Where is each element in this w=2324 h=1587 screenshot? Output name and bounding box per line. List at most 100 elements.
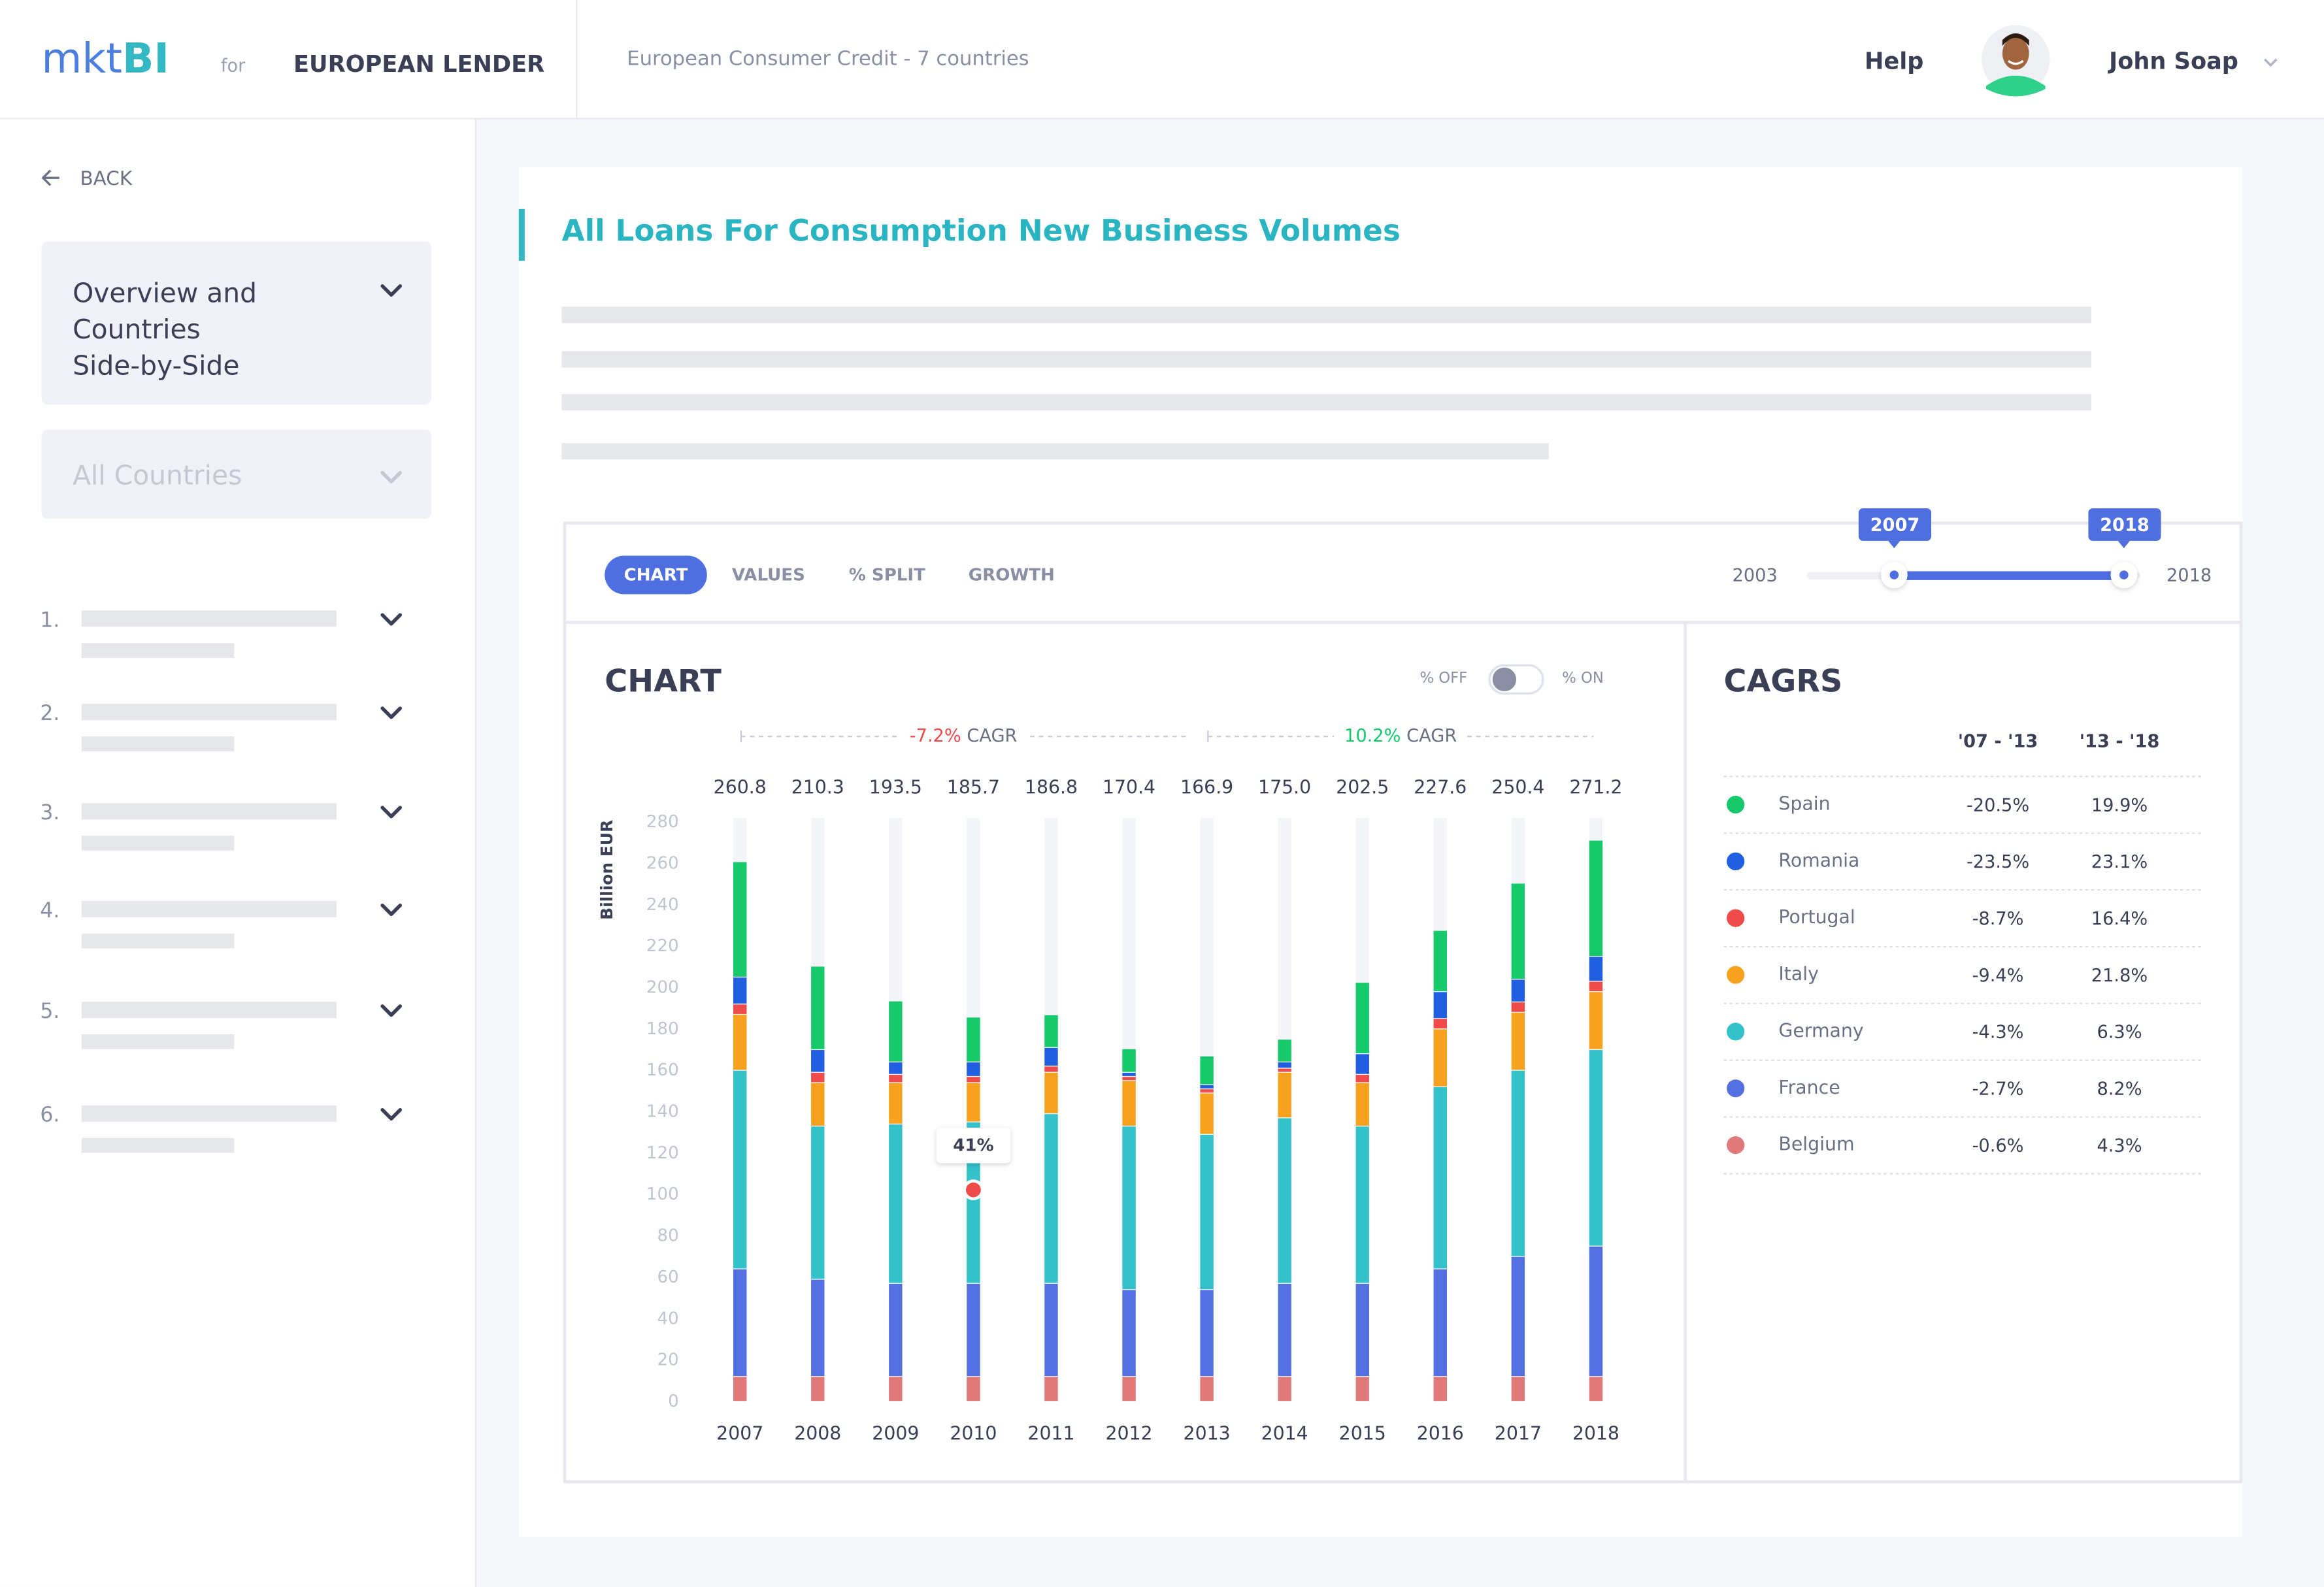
- nav-number[interactable]: 4.: [40, 899, 59, 923]
- y-tick-label: 260: [646, 854, 679, 874]
- bar-segment: [1433, 1029, 1447, 1087]
- logo-main[interactable]: mkt: [42, 34, 123, 82]
- bar-segment: [1511, 1256, 1525, 1377]
- chevron[interactable]: [380, 806, 403, 819]
- y-tick-label: 40: [657, 1309, 678, 1328]
- section-label-line[interactable]: Overview and: [73, 277, 257, 308]
- user-caret[interactable]: [2264, 58, 2278, 67]
- cagr-value: 21.8%: [2091, 966, 2148, 986]
- bar-segment: [811, 1050, 825, 1072]
- bar-segment: [1122, 1081, 1136, 1126]
- cagr-column: '07 - '13: [1958, 732, 2038, 752]
- bar-segment: [1200, 1290, 1214, 1377]
- chevron[interactable]: [380, 1004, 403, 1017]
- bar-segment: [1278, 1072, 1291, 1118]
- section-label-line[interactable]: Side-by-Side: [73, 350, 239, 381]
- tab[interactable]: GROWTH: [969, 566, 1055, 585]
- bar-segment: [889, 1001, 903, 1062]
- tab[interactable]: CHART: [624, 566, 688, 585]
- legend-name: Romania: [1778, 849, 1859, 871]
- y-tick-label: 0: [668, 1392, 679, 1411]
- nav-number[interactable]: 5.: [40, 1000, 59, 1023]
- total-label: 170.4: [1103, 777, 1155, 798]
- toggle-knob[interactable]: [1492, 667, 1517, 692]
- chevron[interactable]: [380, 470, 403, 483]
- bar-segment: [1589, 840, 1603, 957]
- legend-name: Belgium: [1778, 1134, 1854, 1155]
- bar-segment: [1589, 1377, 1603, 1401]
- nav-placeholder: [81, 610, 337, 627]
- x-tick-label: 2017: [1495, 1422, 1542, 1444]
- chevron[interactable]: [380, 904, 403, 917]
- cagr-value: 23.1%: [2091, 852, 2148, 872]
- header: [0, 0, 2324, 119]
- toggle-off[interactable]: % OFF: [1420, 670, 1468, 687]
- x-tick-label: 2016: [1417, 1422, 1464, 1444]
- bar-segment: [1433, 1377, 1447, 1401]
- legend-name: France: [1778, 1077, 1840, 1098]
- section-dropdown[interactable]: [41, 241, 431, 405]
- nav-placeholder: [81, 836, 235, 851]
- tab[interactable]: VALUES: [732, 566, 805, 585]
- chevron[interactable]: [380, 706, 403, 719]
- nav-number[interactable]: 2.: [40, 702, 59, 725]
- x-tick-label: 2018: [1572, 1422, 1619, 1444]
- logo[interactable]: mktBI: [42, 34, 170, 82]
- cagr-column: '13 - '18: [2080, 732, 2160, 752]
- country-dropdown[interactable]: [41, 429, 431, 519]
- section-label-line[interactable]: Countries: [73, 314, 201, 345]
- user-name[interactable]: John Soap: [2108, 48, 2238, 74]
- tab[interactable]: % SPLIT: [849, 566, 925, 585]
- bar-segment: [967, 1017, 980, 1062]
- tooltip-point: [963, 1179, 984, 1201]
- back-link[interactable]: BACK: [80, 167, 132, 189]
- total-label: 175.0: [1258, 777, 1311, 798]
- logo-accent[interactable]: BI: [122, 34, 169, 82]
- y-tick-label: 20: [657, 1350, 678, 1370]
- avatar[interactable]: [1982, 25, 2050, 97]
- y-tick-label: 200: [646, 978, 679, 998]
- cagr-value: -8.7%: [1972, 909, 2024, 929]
- nav-number[interactable]: 6.: [40, 1104, 59, 1127]
- bar-segment: [1589, 981, 1603, 992]
- nav-placeholder: [81, 704, 337, 721]
- bar-segment: [967, 1283, 980, 1377]
- cagr-value: -4.3%: [1972, 1023, 2024, 1043]
- help-link[interactable]: Help: [1865, 48, 1923, 74]
- bar-segment: [967, 1077, 980, 1083]
- slider-handle[interactable]: [2110, 561, 2138, 589]
- bar-segment: [1511, 1377, 1525, 1401]
- cagr-value: -20.5%: [1967, 795, 2029, 815]
- legend-dot: [1727, 909, 1745, 927]
- back-arrow[interactable]: [41, 169, 59, 186]
- chevron[interactable]: [380, 284, 403, 297]
- nav-number[interactable]: 3.: [40, 801, 59, 825]
- bar-segment: [811, 1126, 825, 1279]
- range-to: 2018: [2100, 515, 2150, 536]
- slider-handle[interactable]: [1880, 561, 1908, 589]
- y-tick-label: 180: [646, 1019, 679, 1039]
- chevron[interactable]: [380, 1107, 403, 1121]
- nav-placeholder: [81, 736, 235, 751]
- nav-number[interactable]: 1.: [40, 608, 59, 632]
- slider-range: [1894, 571, 2124, 580]
- bar-segment: [733, 1015, 747, 1070]
- y-tick-label: 140: [646, 1102, 679, 1122]
- handle-dot: [1889, 570, 1899, 580]
- chart-panel: [563, 521, 2243, 1484]
- bar-segment: [889, 1377, 903, 1401]
- handle-dot: [2119, 570, 2129, 580]
- legend-dot: [1727, 852, 1745, 870]
- bar-segment: [1511, 979, 1525, 1002]
- bar-segment: [733, 1377, 747, 1401]
- chevron[interactable]: [380, 613, 403, 626]
- bar-segment: [1122, 1290, 1136, 1377]
- y-tick-label: 240: [646, 895, 679, 915]
- bar-segment: [1355, 1075, 1369, 1083]
- bar-segment: [1122, 1049, 1136, 1072]
- toggle-on[interactable]: % ON: [1562, 670, 1604, 687]
- bar-segment: [1278, 1068, 1291, 1072]
- country-filter[interactable]: All Countries: [73, 459, 242, 491]
- bar-segment: [889, 1062, 903, 1074]
- tab-active[interactable]: [605, 555, 707, 595]
